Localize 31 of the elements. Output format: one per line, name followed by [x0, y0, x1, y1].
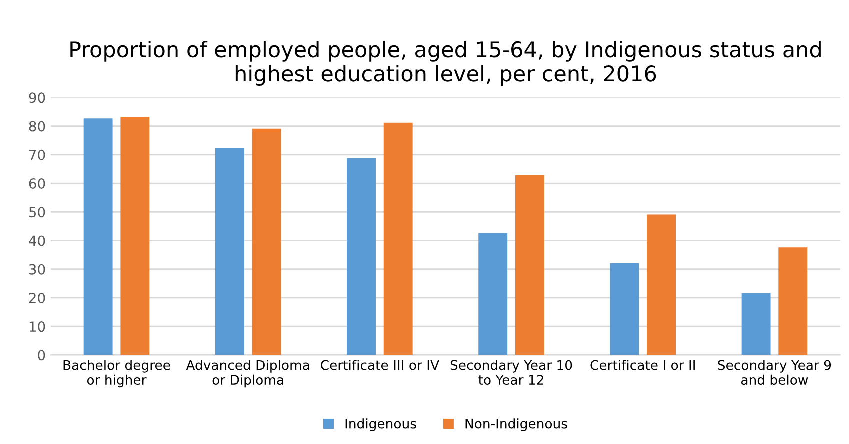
x-tick-label: Secondary Year 9 and below	[718, 360, 832, 386]
x-tick-label: Certificate III or IV	[321, 360, 440, 370]
y-tick-label: 70	[30, 150, 46, 160]
x-tick-label: Bachelor degree or higher	[64, 360, 170, 388]
y-tick-label: 50	[29, 207, 46, 218]
y-tick-label: 90	[29, 92, 46, 104]
legend-label: Indigenous	[346, 418, 416, 432]
bar	[478, 233, 508, 356]
bar	[515, 176, 544, 356]
bar	[384, 122, 413, 356]
x-tick-label: Advanced Diploma or Diploma	[186, 360, 310, 388]
y-tick-label: 20	[29, 292, 46, 304]
chart-title: Proportion of employed people, aged 15-64, by Indigenous status and highest education level, per cent, 2016	[70, 41, 821, 86]
y-tick-label: 80	[29, 121, 46, 132]
bar	[610, 263, 640, 356]
y-tick-label: 0	[38, 350, 46, 361]
bar	[84, 118, 113, 356]
bar	[778, 248, 808, 356]
legend-label: Non-Indigenous	[466, 418, 568, 432]
y-tick-label: 60	[29, 178, 46, 189]
bar	[252, 128, 282, 356]
bar	[347, 158, 376, 356]
bar	[120, 117, 150, 356]
x-tick-label: Secondary Year 10 to Year 12	[450, 360, 572, 386]
bar	[647, 214, 676, 356]
y-tick-label: 30	[29, 264, 46, 275]
y-tick-label: 10	[30, 322, 46, 332]
bar	[742, 293, 771, 356]
x-tick-label: Certificate I or II	[590, 360, 695, 370]
bar	[215, 148, 244, 356]
y-tick-label: 40	[29, 236, 46, 246]
